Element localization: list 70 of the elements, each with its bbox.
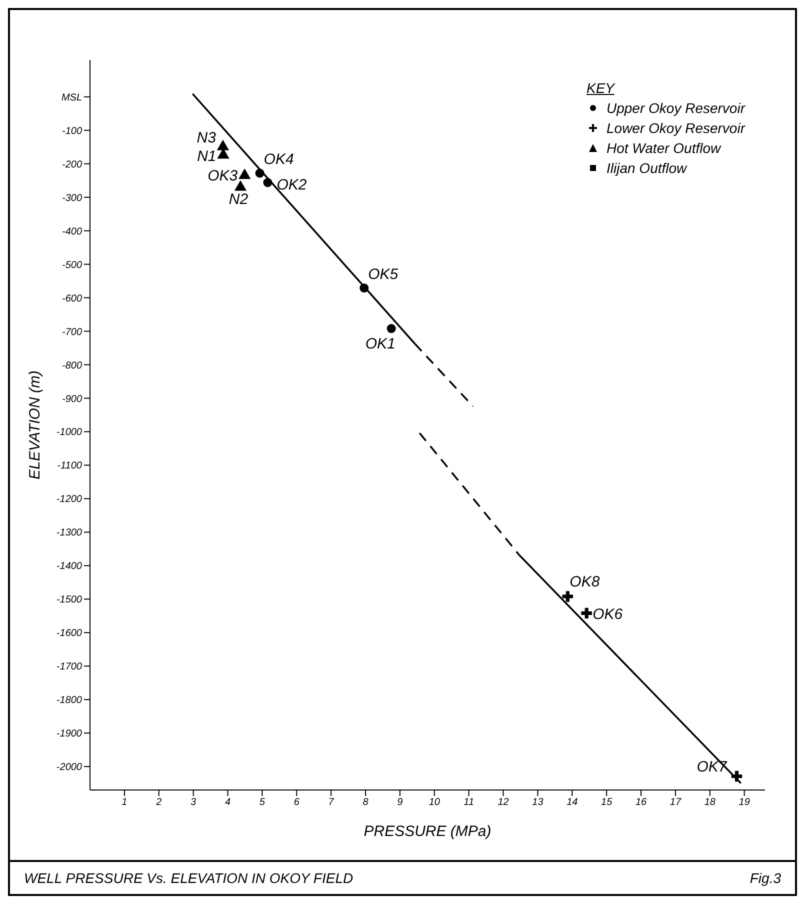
text: WELL PRESSURE Vs. ELEVATION IN OKOY FIELD [24, 870, 354, 886]
legend-label: Hot Water Outflow [606, 140, 721, 156]
y-tick-label: -300 [62, 192, 82, 204]
legend-label: Ilijan Outflow [606, 160, 687, 176]
y-tick-label: -1200 [56, 494, 82, 506]
x-tick-label: 13 [532, 797, 544, 808]
legend-label: Upper Okoy Reservoir [606, 100, 745, 116]
x-tick-label: 6 [294, 797, 300, 808]
annotation: OK4 [264, 151, 294, 168]
y-tick-label: -700 [62, 326, 82, 338]
point [731, 770, 742, 782]
y-tick-label: -800 [62, 360, 82, 372]
y-tick-label: -1400 [56, 561, 82, 572]
y-tick-label: -100 [62, 126, 82, 137]
x-tick-label: 3 [190, 797, 197, 808]
x-tick-label: 18 [704, 797, 716, 808]
x-tick-label: 19 [738, 797, 750, 808]
y-tick-label: -1000 [56, 427, 82, 438]
x-tick-label: 15 [601, 797, 613, 808]
caption: Fig.3 [750, 870, 781, 886]
x-tick-label: 17 [670, 797, 682, 808]
y-tick-label: -1800 [56, 695, 82, 706]
x-tick-label: 10 [428, 797, 440, 808]
x-tick-label: 5 [259, 797, 266, 808]
y-tick-label: -1100 [57, 460, 82, 472]
annotation: OK5 [368, 266, 399, 284]
point [234, 180, 247, 191]
annotation: OK8 [570, 573, 600, 590]
y-tick-label: -400 [62, 226, 82, 238]
annotation: OK1 [365, 336, 396, 353]
x-tick-label: 12 [498, 797, 510, 808]
y-tick-label: -900 [62, 394, 82, 405]
annotation: OK3 [208, 168, 238, 185]
x-axis-title: PRESSURE (MPa) [364, 823, 492, 840]
x-tick-label: 14 [566, 797, 578, 808]
x-tick-label: 11 [464, 797, 474, 808]
point [386, 324, 396, 334]
x-tick-label: 2 [155, 797, 162, 808]
point [263, 178, 272, 188]
annotation: N1 [197, 148, 216, 166]
y-tick-label: -1500 [56, 594, 82, 606]
point [255, 168, 264, 178]
annotation: N2 [228, 191, 249, 208]
y-tick-label: -200 [62, 159, 82, 170]
y-tick-label: -500 [62, 260, 82, 271]
point [360, 284, 369, 293]
annotation: OK7 [696, 758, 728, 776]
y-tick-label: -600 [62, 293, 82, 304]
y-tick-label: MSL [61, 92, 82, 104]
y-tick-label: -2000 [56, 762, 82, 774]
x-tick-label: 9 [397, 797, 404, 808]
y-axis-title: ELEVATION (m) [26, 370, 44, 480]
legend-label: Lower Okoy Reservoir [606, 120, 745, 136]
point [581, 608, 592, 619]
x-tick-label: 4 [224, 797, 231, 808]
y-tick-label: -1600 [56, 628, 82, 640]
annotation: OK2 [276, 176, 308, 194]
x-tick-label: 7 [328, 797, 334, 808]
x-tick-label: 16 [635, 797, 648, 808]
y-tick-label: -1900 [56, 728, 82, 740]
point [238, 168, 251, 180]
y-tick-label: -1700 [56, 662, 82, 673]
annotation: N3 [196, 130, 217, 147]
point [216, 140, 230, 150]
y-tick-label: -1300 [56, 528, 82, 539]
x-tick-label: 1 [122, 797, 128, 808]
annotation: OK6 [592, 606, 624, 624]
point [562, 591, 574, 602]
x-tick-label: 8 [362, 797, 369, 808]
legend-title: KEY [586, 80, 616, 96]
